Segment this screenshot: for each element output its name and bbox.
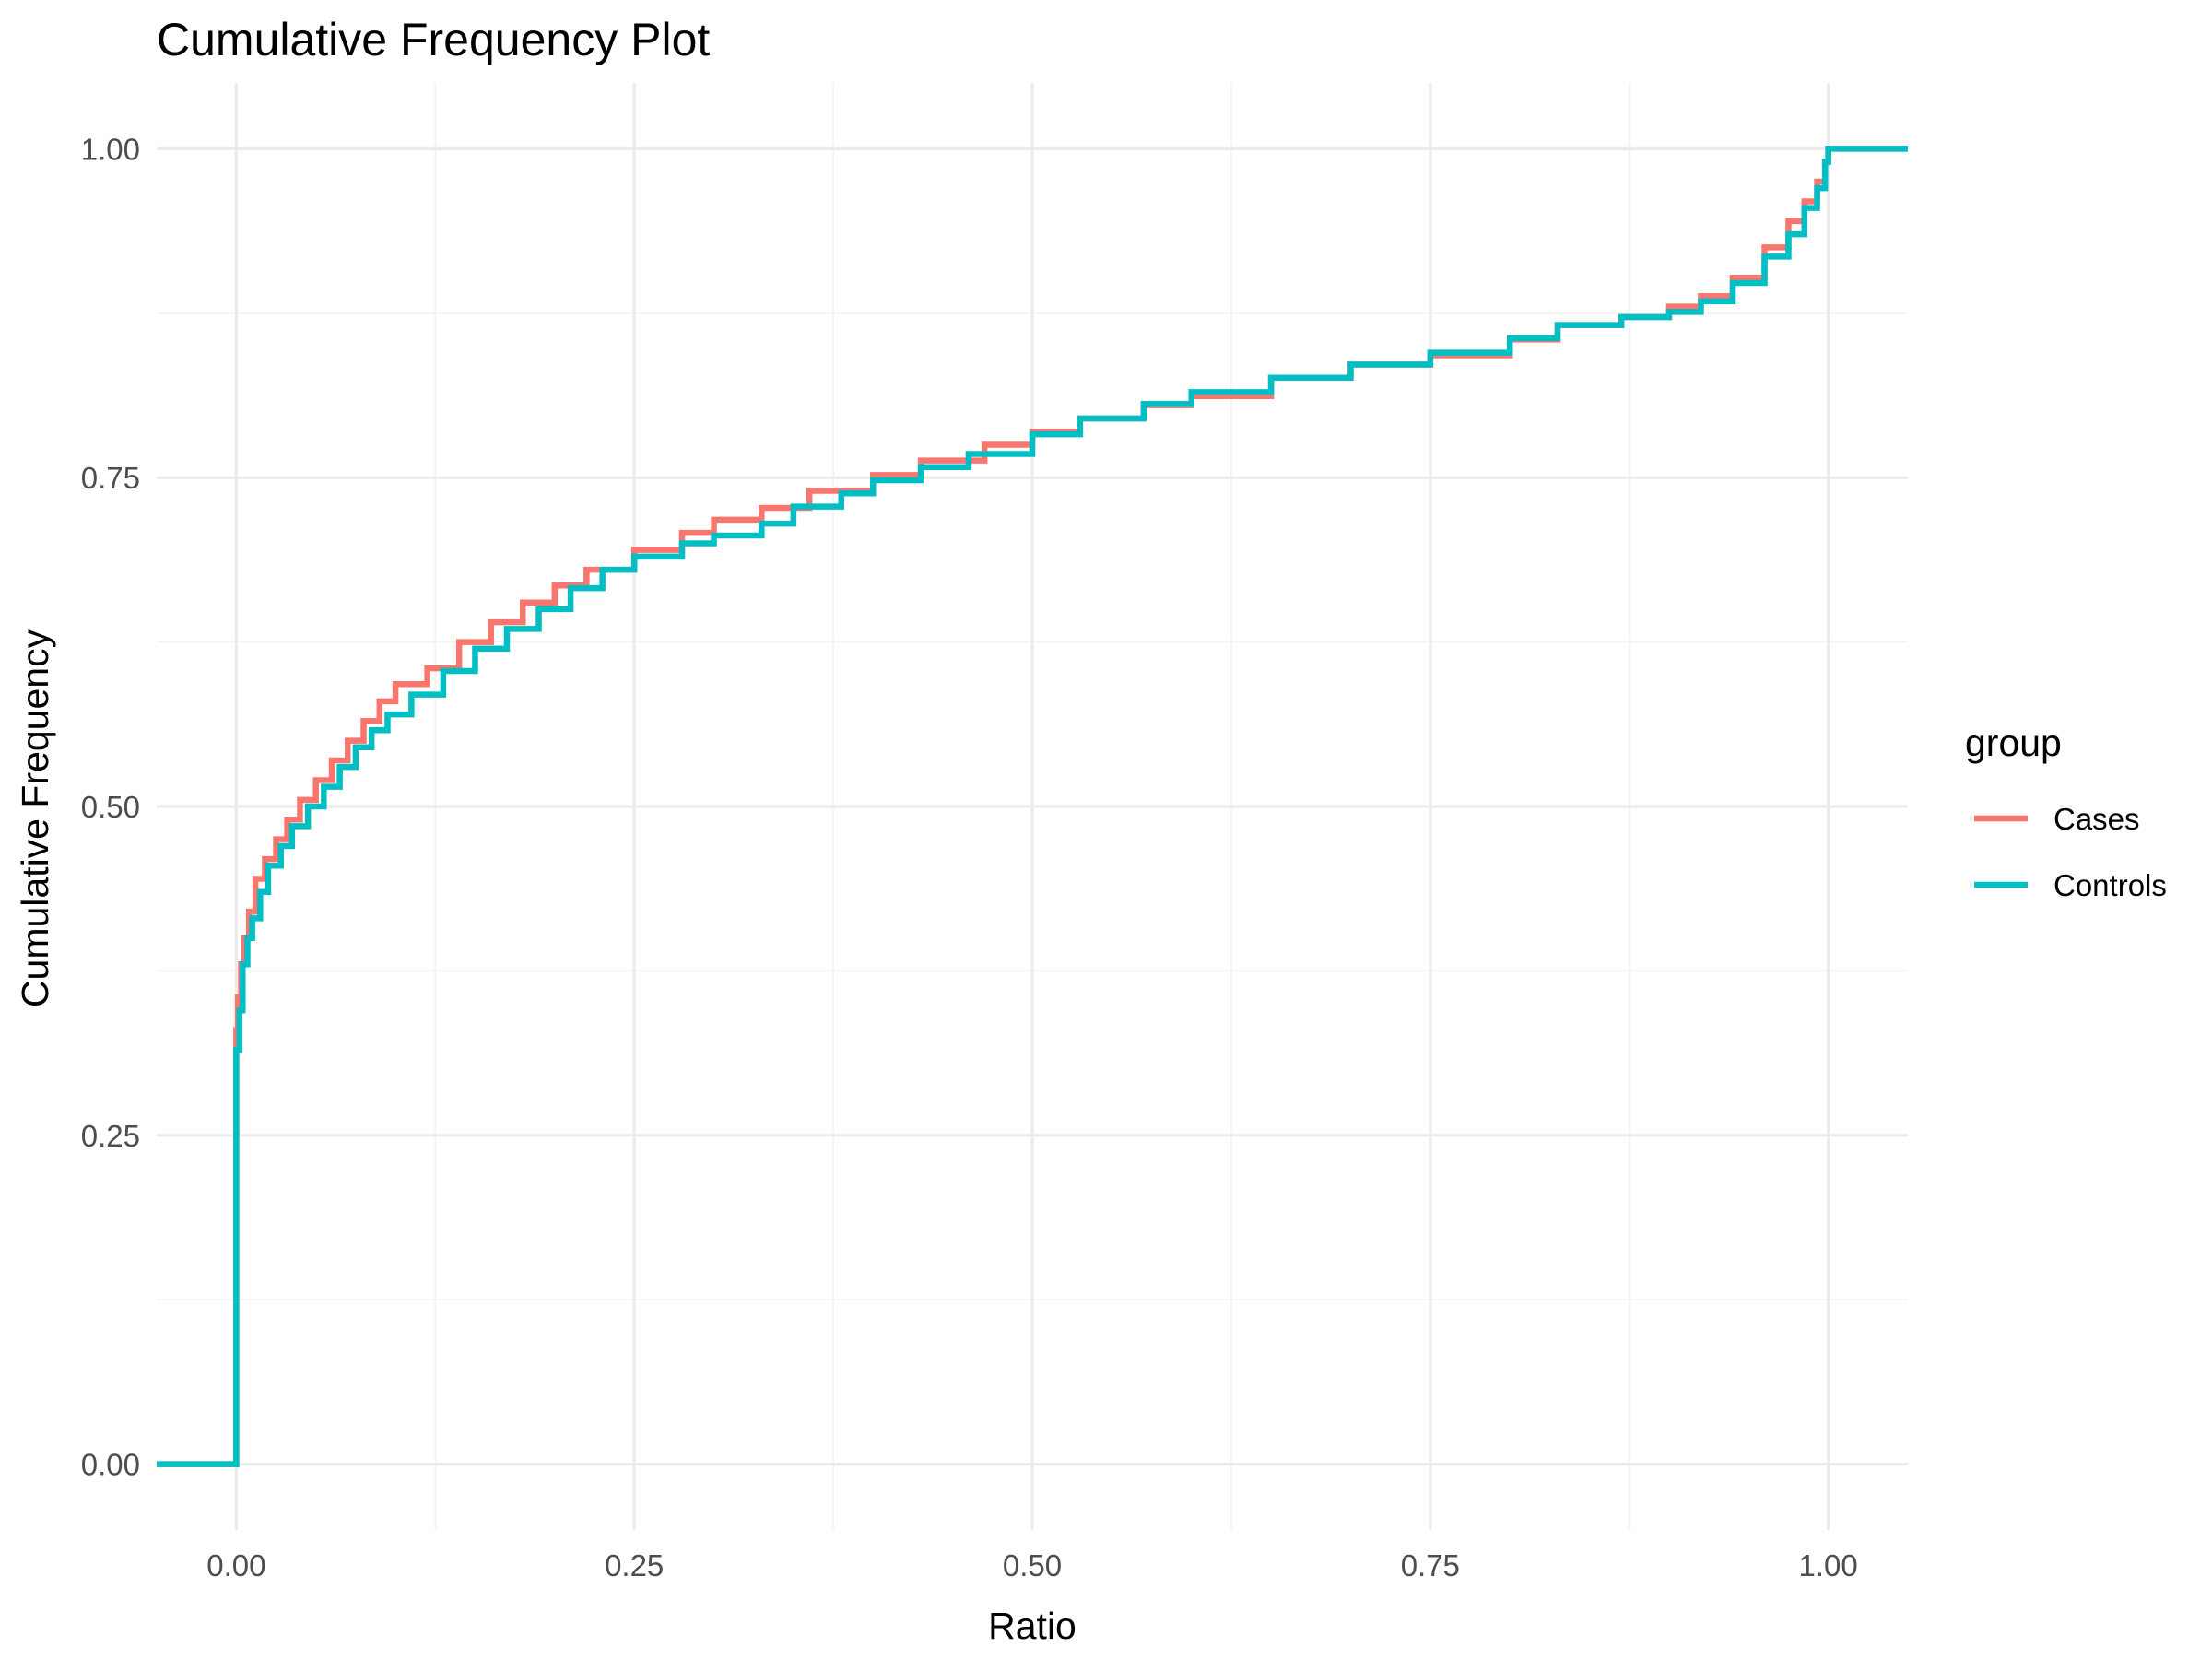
legend-label-controls: Controls — [2053, 868, 2167, 902]
x-axis-title: Ratio — [988, 1605, 1077, 1647]
y-tick-label: 0.25 — [81, 1119, 140, 1153]
x-tick-label: 0.75 — [1401, 1548, 1460, 1583]
y-tick-label: 1.00 — [81, 132, 140, 166]
legend: group Cases Controls — [1965, 722, 2167, 902]
series-line-controls — [157, 146, 1908, 1467]
y-tick-label: 0.00 — [81, 1448, 140, 1482]
series-line-cases — [157, 146, 1908, 1467]
x-tick-label: 0.25 — [605, 1548, 664, 1583]
series-lines — [157, 146, 1908, 1467]
y-tick-label: 0.75 — [81, 461, 140, 495]
chart-title: Cumulative Frequency Plot — [157, 14, 710, 65]
x-tick-label: 1.00 — [1799, 1548, 1858, 1583]
y-axis-title: Cumulative Frequency — [14, 629, 56, 1007]
y-tick-label: 0.50 — [81, 790, 140, 824]
x-tick-label: 0.50 — [1003, 1548, 1062, 1583]
x-tick-label: 0.00 — [206, 1548, 265, 1583]
x-axis-tick-labels: 0.00 0.25 0.50 0.75 1.00 — [206, 1548, 1858, 1583]
major-gridlines — [157, 83, 1908, 1530]
y-axis-tick-labels: 0.00 0.25 0.50 0.75 1.00 — [81, 132, 140, 1481]
legend-label-cases: Cases — [2053, 802, 2140, 836]
legend-title: group — [1965, 722, 2062, 764]
